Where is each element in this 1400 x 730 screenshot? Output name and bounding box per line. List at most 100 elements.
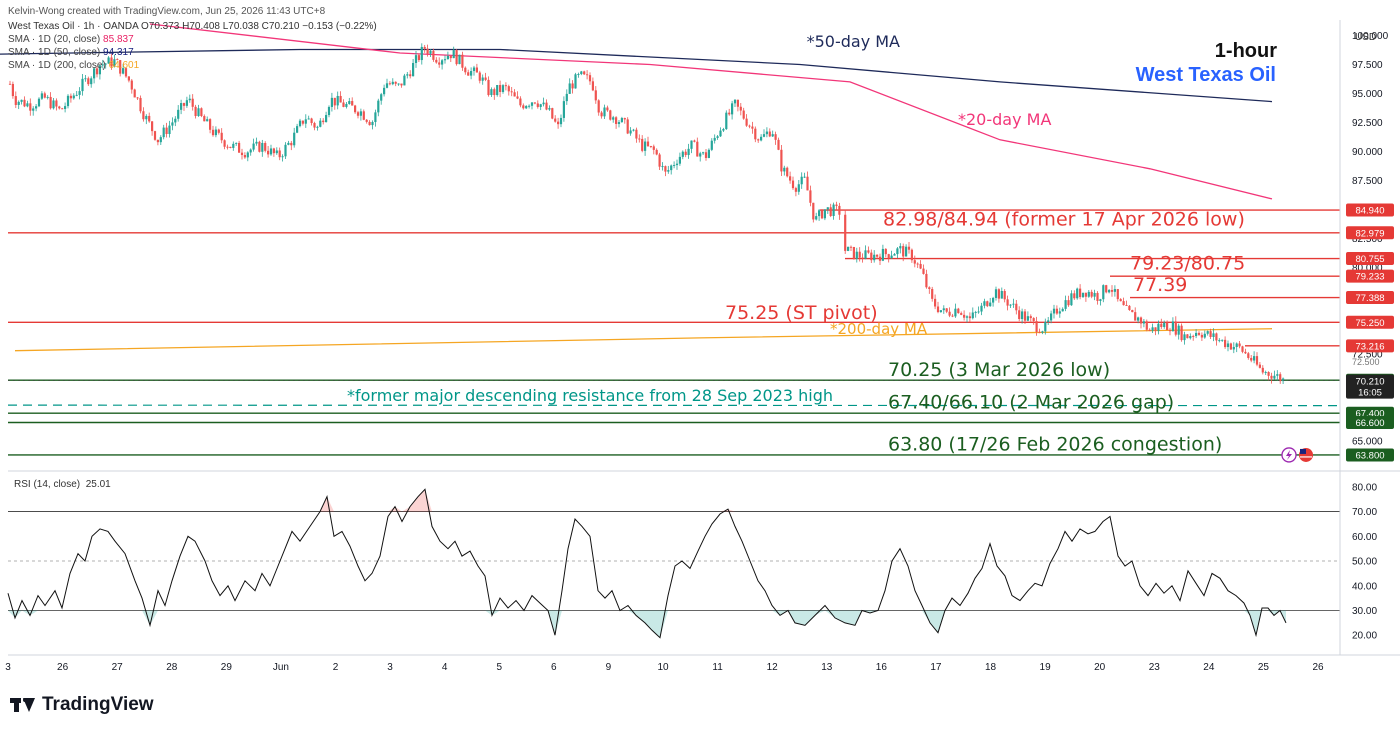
- candle-body: [513, 92, 516, 97]
- former-descending-resistance-line: [7, 404, 1341, 407]
- candle-body: [1282, 378, 1285, 382]
- candle-body: [1110, 289, 1114, 292]
- candle-body: [745, 118, 748, 126]
- candle-body: [1093, 292, 1096, 297]
- rsi-legend[interactable]: RSI (14, close) 25.01: [14, 479, 111, 490]
- candle-body: [1232, 346, 1235, 350]
- chart-annotation: *200-day MA: [830, 320, 928, 338]
- rsi-oversold-fill: [485, 610, 492, 616]
- candle-body: [989, 302, 992, 307]
- candle-body: [470, 71, 473, 76]
- candle-body: [818, 210, 821, 217]
- candle-body: [899, 246, 902, 249]
- rsi-legend-value: 25.01: [85, 479, 111, 490]
- candle-body: [1125, 305, 1128, 306]
- legend-sma-200-value: 64.601: [108, 60, 140, 71]
- time-tick-label: 3: [387, 662, 393, 673]
- candle-body: [339, 95, 342, 103]
- price-tick-label: 100.000: [1352, 31, 1389, 42]
- price-tag: [1346, 339, 1394, 353]
- candle-body: [528, 105, 531, 107]
- candle-body: [690, 140, 693, 149]
- tradingview-mark-icon: [10, 698, 36, 712]
- candle-body: [435, 59, 438, 63]
- candle-body: [287, 142, 290, 145]
- rsi-overbought-fill: [418, 489, 425, 512]
- price-axis[interactable]: 65.00067.50070.00072.50075.00077.50080.0…: [1339, 20, 1389, 655]
- candle-body: [284, 144, 287, 157]
- candle-body: [510, 91, 513, 93]
- price-tick-label: 95.000: [1352, 89, 1383, 100]
- candle-body: [626, 119, 629, 134]
- candle-body: [760, 136, 763, 141]
- candle-body: [803, 176, 806, 178]
- candle-body: [211, 129, 215, 136]
- candle-body: [174, 118, 177, 123]
- candle-body: [786, 167, 789, 177]
- candle-body: [1122, 301, 1125, 306]
- candle-body: [661, 166, 664, 168]
- candle-body: [151, 121, 154, 132]
- candle-body: [1247, 353, 1250, 358]
- candle-body: [345, 103, 348, 107]
- candle-body: [1221, 339, 1224, 341]
- candle-body: [478, 72, 481, 81]
- candle-body: [507, 86, 510, 92]
- candle-body: [316, 126, 319, 128]
- symbol-line[interactable]: West Texas Oil · 1h · OANDA O70.373 H70.…: [8, 21, 377, 32]
- candle-body: [1105, 285, 1108, 293]
- candle-body: [719, 130, 722, 137]
- candle-body: [1224, 339, 1227, 348]
- lightning-glyph: [1286, 449, 1292, 460]
- rsi-pane[interactable]: [7, 488, 1340, 639]
- candle-body: [153, 131, 157, 140]
- tradingview-logo[interactable]: TradingView: [10, 694, 154, 716]
- candle-body: [780, 149, 783, 172]
- time-tick-label: 17: [930, 662, 942, 673]
- candle-body: [852, 247, 855, 259]
- candle-body: [14, 96, 17, 105]
- candle-body: [1241, 346, 1244, 352]
- candle-body: [754, 128, 757, 140]
- candle-body: [354, 105, 357, 113]
- candle-body: [1139, 317, 1143, 324]
- candle-body: [1142, 321, 1145, 324]
- legend-sma-50[interactable]: SMA · 1D (50, close) 94.317: [8, 47, 377, 58]
- candle-body: [1006, 299, 1009, 306]
- price-tag-label: 77.388: [1355, 293, 1384, 304]
- candle-body: [487, 79, 490, 96]
- legend-sma-200[interactable]: SMA · 1D (200, close) 64.601: [8, 60, 377, 71]
- candle-body: [783, 167, 786, 172]
- candle-body: [997, 289, 1000, 299]
- currency-label[interactable]: USD: [1355, 32, 1377, 43]
- candle-body: [806, 176, 809, 191]
- time-tick-label: 29: [221, 662, 233, 673]
- candle-body: [385, 83, 389, 88]
- candle-body: [1163, 322, 1166, 327]
- candle-body: [8, 83, 12, 85]
- candle-body: [81, 78, 84, 92]
- candle-body: [858, 251, 861, 258]
- chart-header: Kelvin-Wong created with TradingView.com…: [8, 6, 377, 71]
- rsi-oversold-fill: [150, 610, 158, 626]
- candle-body: [458, 54, 461, 65]
- candle-body: [861, 257, 864, 259]
- price-tags: 84.940 82.979 80.755 79.233 77.388 75.250 73.2…: [1281, 203, 1394, 463]
- candle-body: [394, 81, 397, 84]
- main-pane[interactable]: [0, 23, 1400, 472]
- candle-body: [1087, 291, 1090, 297]
- legend-sma-200-label: SMA · 1D (200, close): [8, 60, 106, 71]
- candle-body: [1026, 316, 1029, 321]
- candle-body: [939, 310, 942, 313]
- time-axis[interactable]: 3 26 27 28 29 Jun 2 3 4 5 6 9 10 11 12 13 16 17 18 19 20 23 24…: [5, 654, 1400, 673]
- candle-body: [762, 134, 766, 137]
- price-tag-label: 82.979: [1355, 228, 1384, 239]
- candle-body: [168, 125, 171, 135]
- legend-sma-20[interactable]: SMA · 1D (20, close) 85.837: [8, 34, 377, 45]
- candle-body: [1015, 303, 1018, 311]
- moving-average-line: [14, 328, 1273, 352]
- candle-body: [232, 143, 235, 148]
- rsi-oversold-fill: [652, 610, 660, 638]
- candle-body: [365, 119, 368, 122]
- candle-body: [223, 140, 226, 147]
